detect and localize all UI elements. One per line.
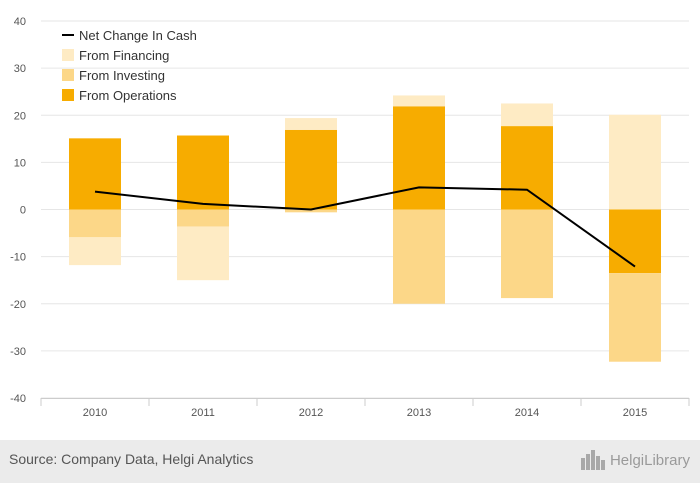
y-tick-label: 0: [20, 205, 26, 217]
legend-swatch: [62, 69, 74, 81]
y-tick-label: 30: [14, 63, 26, 75]
legend-swatch: [62, 89, 74, 101]
bar-from-financing: [69, 237, 121, 266]
y-tick-label: -40: [10, 393, 26, 405]
bar-from-operations: [609, 209, 661, 274]
y-tick-label: 10: [14, 157, 26, 169]
bar-from-financing: [609, 114, 661, 210]
x-tick-label: 2013: [407, 407, 431, 419]
bar-from-investing: [501, 209, 553, 299]
source-note: Source: Company Data, Helgi Analytics: [9, 451, 254, 467]
legend-label: From Operations: [79, 88, 177, 103]
legend-label: Net Change In Cash: [79, 28, 197, 43]
legend-swatch: [62, 49, 74, 61]
line-net-change-in-cash: [94, 186, 636, 268]
bar-from-financing: [393, 95, 445, 107]
brand-name: HelgiLibrary: [609, 451, 690, 469]
bar-from-operations: [69, 138, 121, 210]
y-tick-label: -10: [10, 252, 26, 264]
bar-from-operations: [393, 106, 445, 210]
bar-from-financing: [501, 103, 553, 127]
y-tick-label: 40: [14, 16, 26, 28]
y-tick-label: -20: [10, 299, 26, 311]
legend-label: From Investing: [79, 68, 165, 83]
bar-from-operations: [501, 126, 553, 210]
bar-from-investing: [609, 273, 661, 362]
bar-from-investing: [393, 209, 445, 304]
bar-from-investing: [177, 209, 229, 227]
helgi-library-icon: [580, 450, 605, 470]
bar-from-investing: [285, 209, 337, 213]
bar-from-investing: [69, 209, 121, 238]
bar-from-financing: [177, 226, 229, 281]
y-tick-label: -30: [10, 346, 26, 358]
bar-from-operations: [177, 135, 229, 210]
x-tick-label: 2010: [83, 407, 107, 419]
legend-label: From Financing: [79, 48, 169, 63]
bar-from-operations: [285, 129, 337, 210]
x-tick-label: 2011: [191, 407, 215, 419]
x-tick-label: 2014: [515, 407, 539, 419]
x-tick-label: 2015: [623, 407, 647, 419]
bar-from-financing: [285, 118, 337, 130]
brand-logo[interactable]: HelgiLibrary: [580, 448, 690, 472]
y-tick-label: 20: [14, 110, 26, 122]
x-tick-label: 2012: [299, 407, 323, 419]
footer: Source: Company Data, Helgi Analytics He…: [0, 440, 700, 483]
